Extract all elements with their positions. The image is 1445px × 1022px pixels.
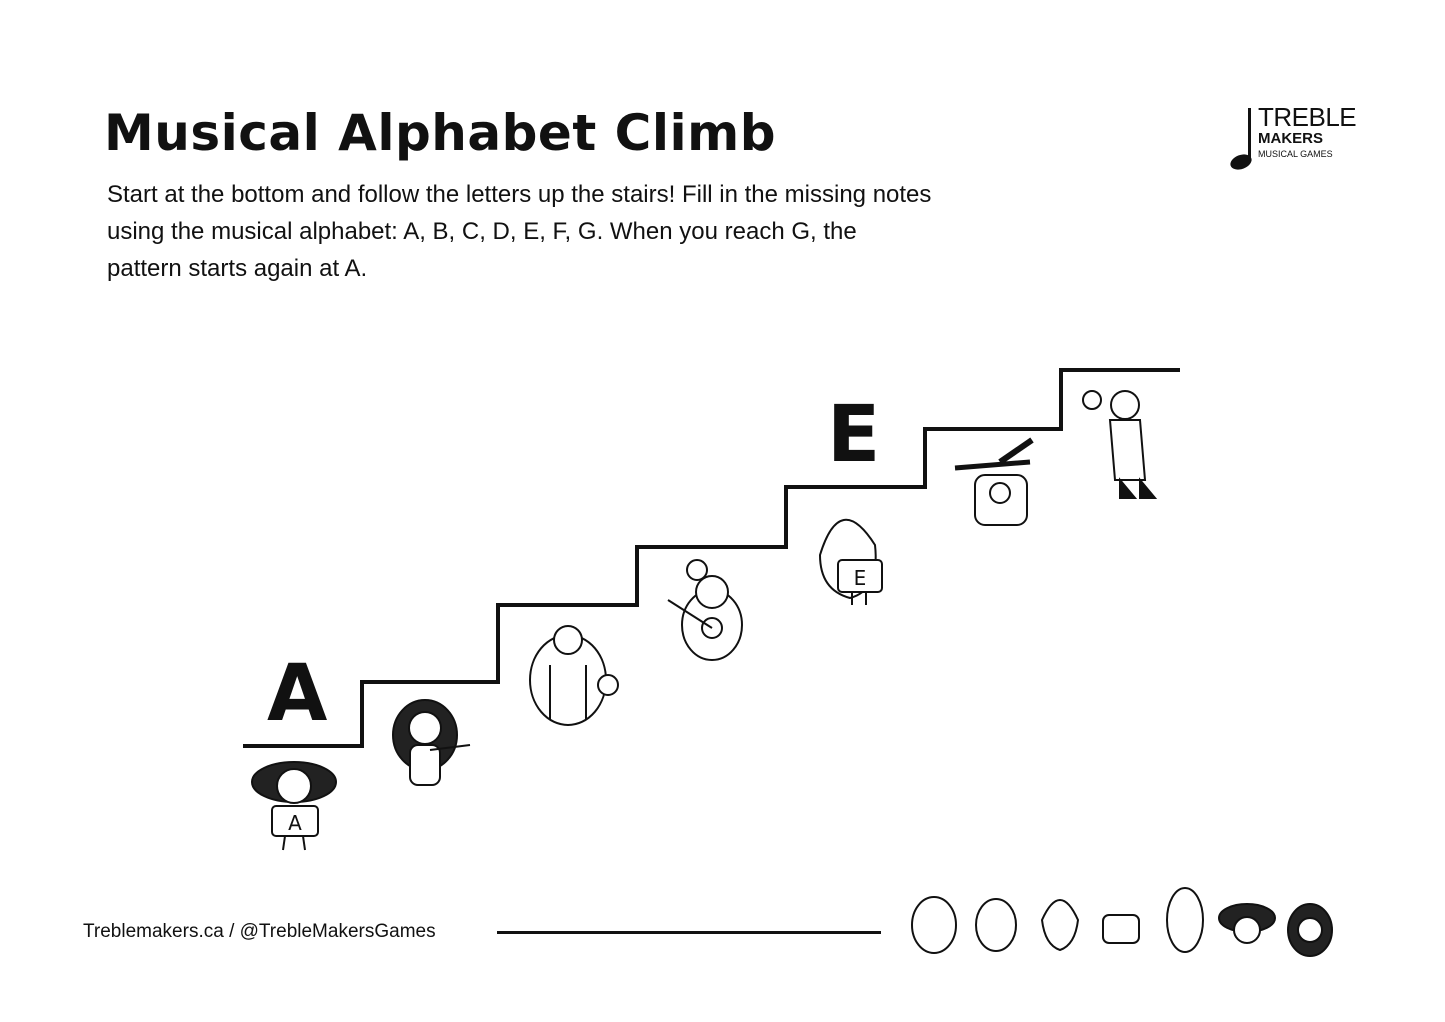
character-drummer — [954, 437, 1034, 526]
footer-divider — [497, 931, 881, 934]
logo-line2: MAKERS — [1258, 130, 1324, 147]
treble-makers-logo: TREBLE MAKERS MUSICAL GAMES — [1228, 104, 1358, 172]
music-note-icon — [1230, 108, 1252, 170]
step-letter-a: A — [267, 649, 328, 739]
page-title: Musical Alphabet Climb — [104, 104, 777, 162]
footer-characters — [911, 887, 1333, 957]
footer-website: Treblemakers.ca / @TrebleMakersGames — [83, 921, 436, 942]
character-guitarist — [667, 559, 743, 661]
svg-text:A: A — [288, 811, 302, 835]
character-a-sign: A — [251, 761, 337, 851]
step-letter-e: E — [827, 390, 881, 480]
logo-line3: MUSICAL GAMES — [1258, 149, 1333, 159]
svg-text:E: E — [854, 566, 867, 590]
logo-line1: TREBLE — [1258, 102, 1357, 132]
character-conductor — [529, 625, 619, 726]
stairs-line — [243, 368, 1180, 748]
character-trumpeter — [1082, 390, 1158, 499]
instructions: Start at the bottom and follow the lette… — [107, 181, 932, 282]
character-violinist — [392, 699, 471, 786]
character-e-sign: E — [818, 518, 883, 605]
